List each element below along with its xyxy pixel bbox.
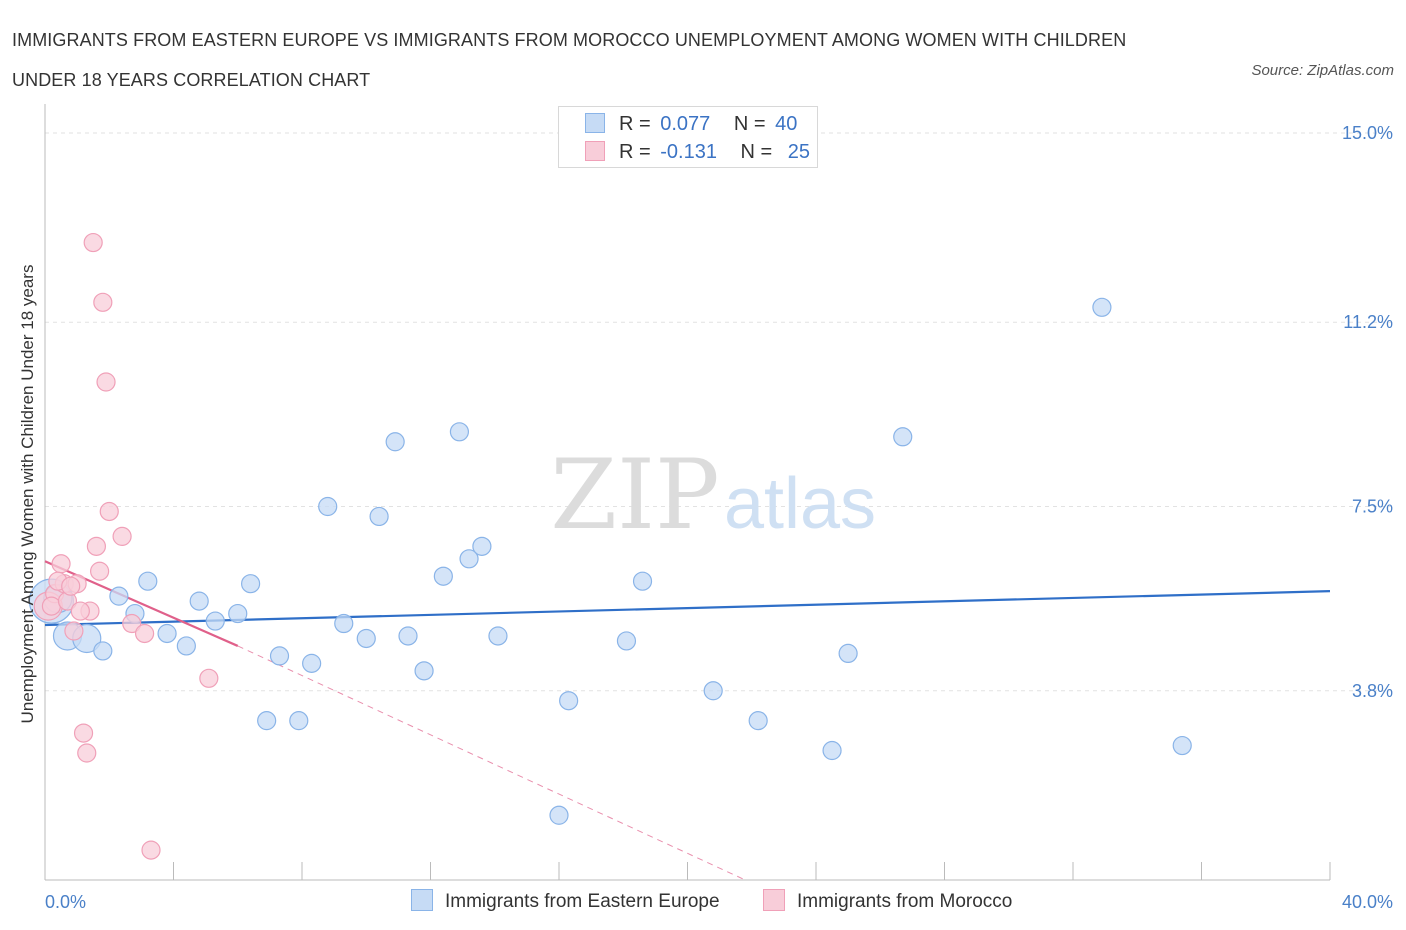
legend-swatch-morocco bbox=[585, 141, 605, 161]
point-series0-19 bbox=[334, 613, 354, 634]
y-tick-label-1: 7.5% bbox=[1352, 497, 1393, 517]
point-series0-5 bbox=[109, 586, 129, 606]
point-series0-21 bbox=[369, 506, 389, 527]
point-series1-14 bbox=[99, 501, 119, 522]
watermark-atlas: atlas bbox=[724, 464, 876, 544]
point-series0-36 bbox=[822, 740, 842, 761]
point-series0-39 bbox=[1092, 297, 1112, 317]
point-series1-11 bbox=[90, 561, 110, 581]
y-tick-labels: 3.8% 7.5% 11.2% 15.0% bbox=[1342, 123, 1393, 701]
axes bbox=[44, 104, 1331, 881]
point-series1-22 bbox=[70, 601, 90, 621]
y-tick-label-3: 15.0% bbox=[1342, 123, 1393, 143]
series-legend: Immigrants from Eastern Europe Immigrant… bbox=[0, 888, 1406, 918]
point-series0-24 bbox=[414, 661, 434, 681]
data-points bbox=[28, 232, 1192, 860]
trend-line-dashed-series1 bbox=[237, 645, 746, 881]
point-series1-18 bbox=[141, 840, 161, 860]
series-label-morocco: Immigrants from Morocco bbox=[797, 891, 1013, 912]
source-label: Source: ZipAtlas.com bbox=[1251, 62, 1394, 79]
point-series0-8 bbox=[157, 623, 177, 644]
point-series0-11 bbox=[205, 611, 225, 631]
legend-r-value: -0.131 bbox=[660, 141, 717, 163]
point-series1-12 bbox=[93, 292, 113, 312]
point-series0-35 bbox=[748, 711, 768, 731]
point-series0-10 bbox=[189, 591, 209, 611]
legend-swatch-eastern-europe bbox=[585, 113, 605, 133]
point-series0-29 bbox=[488, 626, 508, 646]
point-series0-22 bbox=[385, 432, 405, 452]
legend-n-label: N = bbox=[733, 113, 766, 135]
legend-n-label: N = bbox=[740, 141, 773, 163]
legend-n-value: 25 bbox=[787, 141, 811, 163]
chart-title: IMMIGRANTS FROM EASTERN EUROPE VS IMMIGR… bbox=[12, 30, 1127, 90]
point-series0-26 bbox=[449, 422, 470, 442]
point-series1-2 bbox=[51, 554, 71, 574]
point-series0-23 bbox=[398, 626, 418, 646]
point-series0-25 bbox=[433, 566, 453, 586]
series-label-eastern-europe: Immigrants from Eastern Europe bbox=[445, 891, 720, 912]
legend-r-label: R = bbox=[619, 113, 651, 135]
point-series0-15 bbox=[269, 646, 290, 666]
x-tick-labels: 0.0% 40.0% bbox=[45, 892, 1393, 912]
point-series1-7 bbox=[77, 743, 97, 763]
point-series0-17 bbox=[302, 653, 322, 673]
point-series0-18 bbox=[318, 496, 338, 517]
point-series0-33 bbox=[632, 571, 653, 591]
legend-r-label: R = bbox=[619, 141, 651, 163]
point-series0-28 bbox=[472, 536, 492, 556]
point-series0-16 bbox=[289, 711, 309, 731]
series-legend-eastern-europe: Immigrants from Eastern Europe bbox=[411, 888, 720, 916]
point-series1-16 bbox=[122, 613, 142, 634]
point-series0-34 bbox=[703, 681, 723, 701]
point-series0-9 bbox=[176, 636, 196, 656]
point-series1-19 bbox=[199, 668, 219, 688]
series-swatch-morocco bbox=[763, 889, 785, 911]
point-series0-30 bbox=[549, 805, 569, 825]
point-series1-17 bbox=[134, 623, 155, 644]
point-series1-4 bbox=[64, 621, 84, 641]
point-series0-14 bbox=[257, 711, 277, 731]
point-series0-38 bbox=[893, 427, 913, 447]
point-series1-13 bbox=[96, 372, 116, 392]
point-series1-10 bbox=[86, 536, 107, 556]
series-legend-morocco: Immigrants from Morocco bbox=[763, 888, 1012, 916]
point-series0-27 bbox=[459, 549, 479, 569]
point-series0-13 bbox=[241, 574, 261, 594]
legend-row-morocco: R = -0.131 N = 25 bbox=[585, 139, 810, 165]
point-series1-6 bbox=[73, 723, 94, 743]
watermark-zip: ZIP bbox=[550, 439, 719, 551]
y-tick-label-2: 11.2% bbox=[1343, 312, 1393, 332]
legend-n-value: 40 bbox=[775, 113, 798, 135]
x-tick-label-1: 40.0% bbox=[1342, 892, 1393, 912]
point-series0-20 bbox=[356, 628, 376, 649]
point-series1-15 bbox=[112, 526, 132, 546]
point-series1-9 bbox=[83, 232, 103, 253]
point-series0-12 bbox=[228, 603, 248, 624]
y-axis-label: Unemployment Among Women with Children U… bbox=[18, 265, 37, 724]
point-series1-20 bbox=[41, 596, 62, 616]
point-series0-31 bbox=[559, 691, 579, 711]
point-series0-4 bbox=[93, 641, 113, 661]
y-tick-label-0: 3.8% bbox=[1352, 681, 1393, 701]
point-series0-40 bbox=[1172, 735, 1192, 756]
correlation-legend: R = 0.077 N = 40 R = -0.131 N = 25 bbox=[558, 106, 818, 168]
series-swatch-eastern-europe bbox=[411, 889, 433, 911]
point-series0-37 bbox=[838, 643, 858, 664]
point-series0-7 bbox=[138, 571, 158, 591]
legend-r-value: 0.077 bbox=[660, 113, 711, 135]
legend-row-eastern-europe: R = 0.077 N = 40 bbox=[585, 111, 797, 137]
trend-line-series0 bbox=[44, 590, 1331, 627]
x-tick-label-0: 0.0% bbox=[45, 892, 86, 912]
point-series0-32 bbox=[616, 631, 637, 651]
point-series1-24 bbox=[61, 576, 81, 596]
watermark: ZIP atlas bbox=[550, 439, 876, 551]
